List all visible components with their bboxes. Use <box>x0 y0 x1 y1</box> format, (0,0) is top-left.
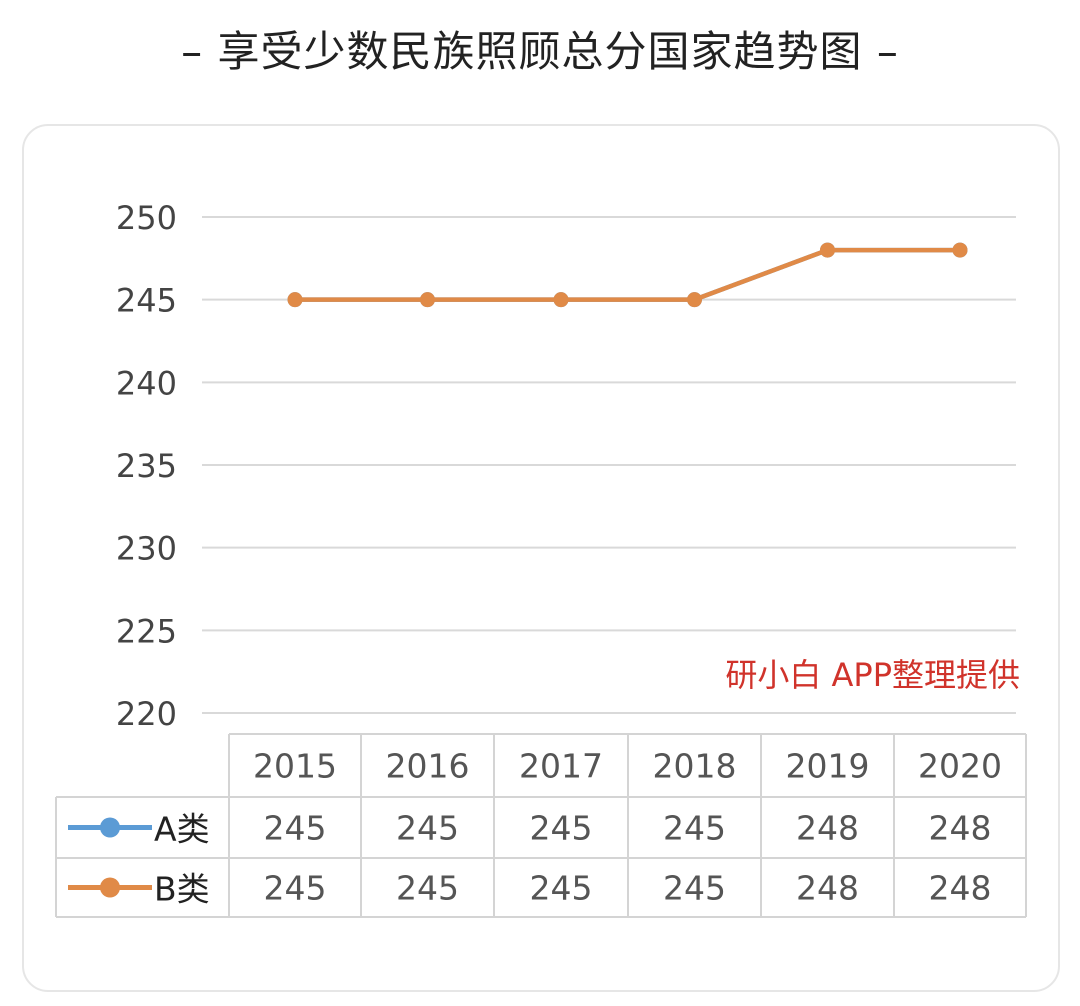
y-tick-label: 240 <box>116 364 177 402</box>
series-line-a <box>295 247 960 302</box>
table-header-cell: 2018 <box>653 747 737 786</box>
table-cell: 245 <box>264 869 327 908</box>
legend-marker <box>100 877 120 898</box>
legend-label: B类 <box>154 870 210 909</box>
table-cell: 248 <box>796 809 859 848</box>
y-tick-label: 250 <box>116 199 177 237</box>
table-header-cell: 2016 <box>386 747 470 786</box>
y-tick-label: 220 <box>116 695 177 733</box>
series-line-b <box>295 247 960 302</box>
data-point <box>553 292 569 308</box>
table-cell: 245 <box>530 869 593 908</box>
table-header-cell: 2015 <box>253 747 337 786</box>
table-header-cell: 2020 <box>918 747 1002 786</box>
table-cell: 245 <box>530 809 593 848</box>
table-cell: 245 <box>663 809 726 848</box>
data-point <box>287 292 303 308</box>
table-cell: 245 <box>396 809 459 848</box>
table-cell: 248 <box>929 809 992 848</box>
watermark-text: 研小白 APP整理提供 <box>725 656 1020 694</box>
y-tick-label: 245 <box>116 282 177 320</box>
table-header-cell: 2019 <box>786 747 870 786</box>
table-cell: 248 <box>929 869 992 908</box>
y-tick-label: 225 <box>116 612 177 650</box>
legend-label: A类 <box>154 810 210 849</box>
data-point <box>420 292 435 308</box>
table-cell: 245 <box>396 869 459 908</box>
y-tick-label: 230 <box>116 530 177 568</box>
table-cell: 245 <box>663 869 726 908</box>
data-point <box>687 292 702 308</box>
table-cell: 245 <box>264 809 327 848</box>
table-header-cell: 2017 <box>519 747 603 786</box>
chart-title: – 享受少数民族照顾总分国家趋势图 – <box>181 27 899 76</box>
data-point <box>820 242 835 258</box>
chart-card <box>22 124 1060 992</box>
y-tick-label: 235 <box>116 447 177 485</box>
data-point <box>952 242 968 258</box>
legend-marker <box>100 817 120 838</box>
table-cell: 248 <box>796 869 859 908</box>
